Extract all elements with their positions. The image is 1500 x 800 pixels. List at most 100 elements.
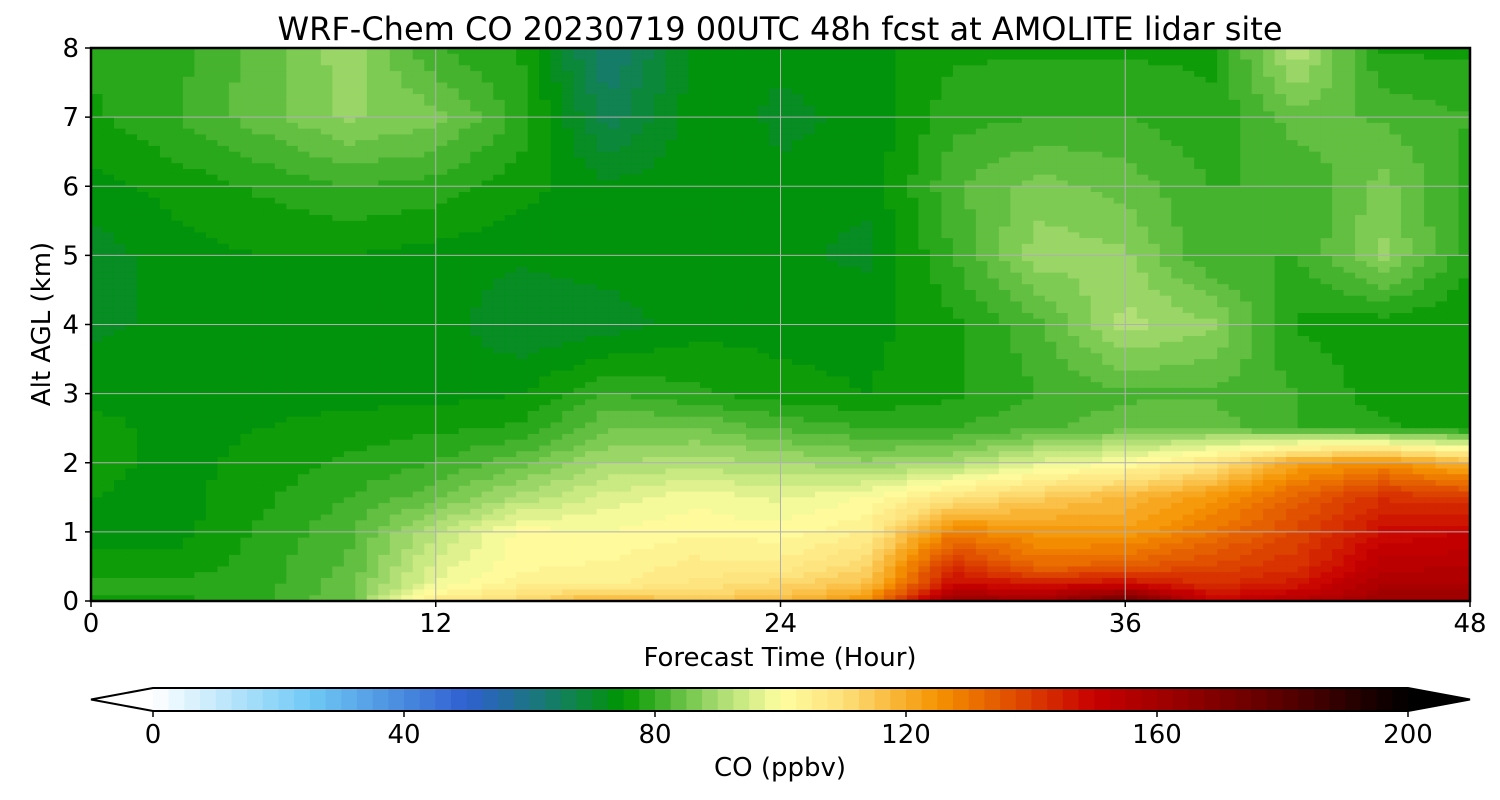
heatmap-cell <box>435 238 448 245</box>
heatmap-cell <box>1090 145 1103 153</box>
heatmap-cell <box>401 168 414 176</box>
heatmap-cell <box>573 255 586 262</box>
heatmap-cell <box>240 261 253 268</box>
heatmap-cell <box>562 192 575 199</box>
heatmap-cell <box>1079 168 1092 176</box>
heatmap-cell <box>1251 53 1264 61</box>
heatmap-cell <box>964 215 977 222</box>
heatmap-cell <box>1309 168 1322 176</box>
heatmap-cell <box>447 71 460 78</box>
heatmap-cell <box>102 197 115 205</box>
heatmap-cell <box>1010 48 1023 55</box>
heatmap-cell <box>711 145 724 153</box>
heatmap-cell <box>435 203 448 210</box>
heatmap-cell <box>91 220 104 228</box>
heatmap-cell <box>757 226 770 233</box>
heatmap-cell <box>1033 215 1046 222</box>
heatmap-cell <box>539 65 552 72</box>
heatmap-cell <box>1412 105 1425 112</box>
heatmap-cell <box>769 215 782 222</box>
heatmap-cell <box>837 163 851 170</box>
heatmap-cell <box>320 243 333 251</box>
heatmap-cell <box>401 111 414 118</box>
heatmap-cell <box>1194 48 1207 55</box>
heatmap-cell <box>217 284 230 291</box>
heatmap-cell <box>619 232 632 239</box>
heatmap-cell <box>1378 174 1391 182</box>
heatmap-cell <box>102 192 115 199</box>
heatmap-cell <box>412 243 425 251</box>
heatmap-cell <box>608 186 621 193</box>
heatmap-cell <box>401 266 414 274</box>
heatmap-cell <box>803 168 816 176</box>
heatmap-cell <box>205 220 219 228</box>
heatmap-cell <box>964 243 977 251</box>
heatmap-cell <box>1412 88 1425 95</box>
heatmap-cell <box>642 226 655 233</box>
heatmap-cell <box>1435 163 1448 170</box>
heatmap-cell <box>389 59 402 66</box>
heatmap-cell <box>1424 180 1437 187</box>
heatmap-cell <box>906 215 919 222</box>
heatmap-cell <box>297 232 310 239</box>
heatmap-cell <box>205 71 219 78</box>
heatmap-cell <box>975 163 988 170</box>
heatmap-cell <box>1447 243 1460 251</box>
heatmap-cell <box>171 192 184 199</box>
heatmap-cell <box>906 48 919 55</box>
heatmap-cell <box>401 105 414 112</box>
heatmap-cell <box>297 145 310 153</box>
heatmap-cell <box>791 220 805 228</box>
heatmap-cell <box>654 186 667 193</box>
heatmap-cell <box>171 140 184 147</box>
heatmap-cell <box>711 278 724 285</box>
heatmap-cell <box>171 122 184 130</box>
heatmap-cell <box>1090 197 1103 205</box>
heatmap-cell <box>412 88 425 95</box>
heatmap-cell <box>251 255 264 262</box>
heatmap-cell <box>1320 59 1333 66</box>
heatmap-cell <box>91 261 104 268</box>
heatmap-cell <box>596 284 609 291</box>
heatmap-cell <box>1412 94 1425 101</box>
heatmap-cell <box>125 220 138 228</box>
heatmap-cell <box>665 163 678 170</box>
heatmap-cell <box>1366 134 1379 141</box>
heatmap-cell <box>481 174 494 182</box>
heatmap-cell <box>263 174 276 182</box>
heatmap-cell <box>826 53 839 61</box>
heatmap-cell <box>1021 255 1034 262</box>
heatmap-cell <box>309 168 322 176</box>
heatmap-cell <box>1355 209 1368 216</box>
heatmap-cell <box>1159 186 1172 193</box>
heatmap-cell <box>734 122 747 130</box>
heatmap-cell <box>240 192 253 199</box>
heatmap-cell <box>435 226 448 233</box>
heatmap-cell <box>654 88 667 95</box>
heatmap-cell <box>1182 53 1195 61</box>
heatmap-cell <box>1286 71 1299 78</box>
heatmap-cell <box>769 261 782 268</box>
heatmap-cell <box>642 145 655 153</box>
heatmap-cell <box>952 117 965 124</box>
heatmap-cell <box>918 117 931 124</box>
heatmap-cell <box>711 151 724 159</box>
heatmap-cell <box>642 71 655 78</box>
heatmap-cell <box>987 140 1000 147</box>
heatmap-cell <box>1021 261 1034 268</box>
heatmap-cell <box>941 48 954 55</box>
heatmap-cell <box>343 140 356 147</box>
heatmap-cell <box>481 82 494 89</box>
heatmap-cell <box>791 59 805 66</box>
heatmap-cell <box>906 134 919 141</box>
heatmap-cell <box>1205 186 1218 193</box>
heatmap-cell <box>1343 186 1356 193</box>
heatmap-cell <box>1136 168 1149 176</box>
heatmap-cell <box>814 220 828 228</box>
heatmap-cell <box>883 243 897 251</box>
heatmap-cell <box>1217 192 1230 199</box>
heatmap-cell <box>401 117 414 124</box>
heatmap-cell <box>826 209 839 216</box>
heatmap-cell <box>481 278 494 285</box>
heatmap-cell <box>1424 255 1437 262</box>
